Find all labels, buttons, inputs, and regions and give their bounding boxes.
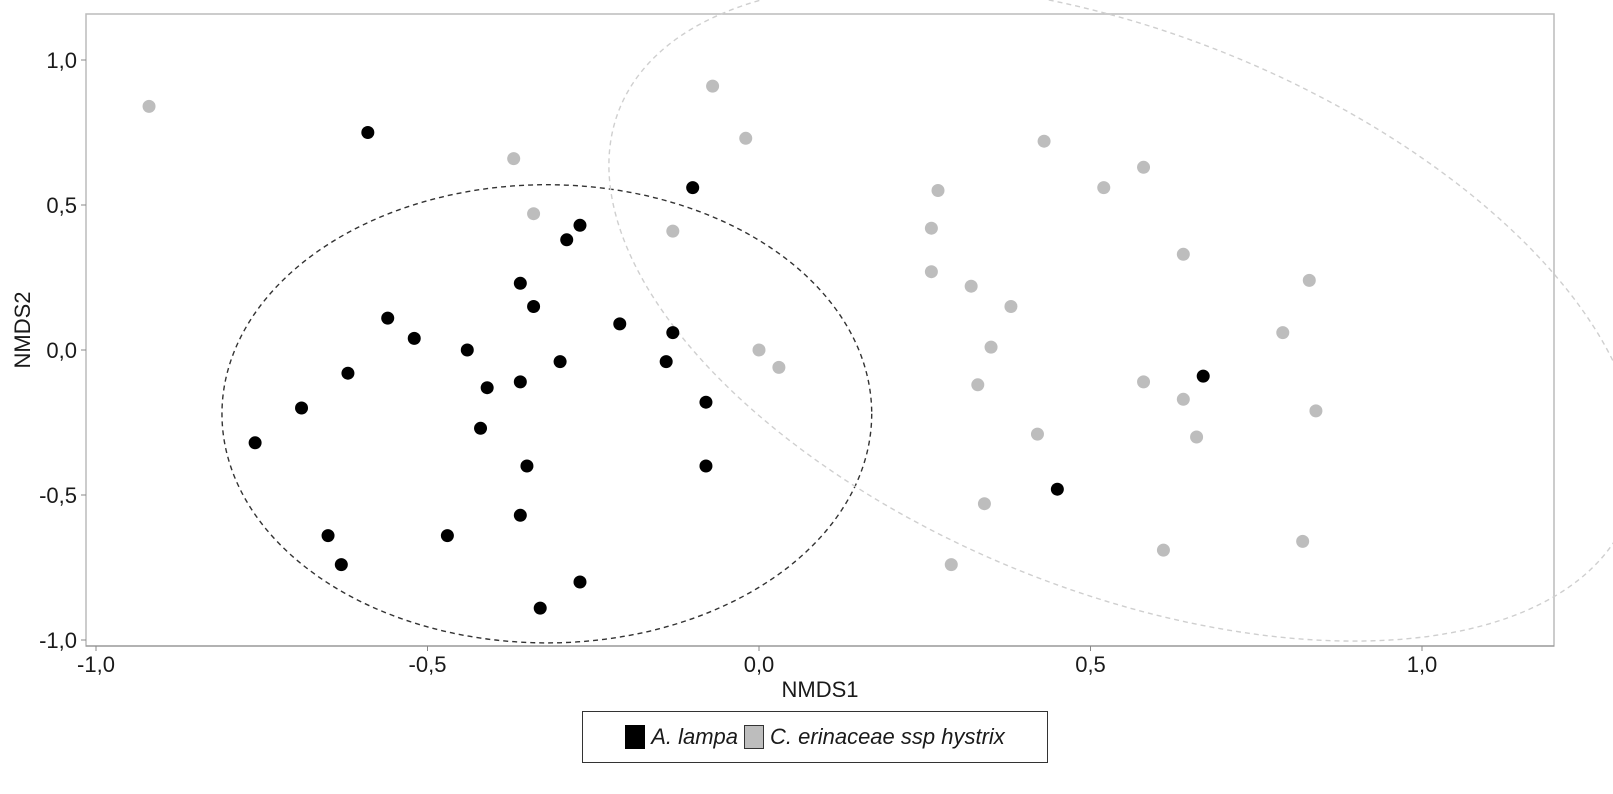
x-tick-label: -0,5 xyxy=(409,652,447,677)
y-axis-title: NMDS2 xyxy=(10,291,35,368)
data-point xyxy=(1137,375,1151,389)
data-point xyxy=(1156,543,1170,557)
data-point xyxy=(381,311,395,325)
data-point xyxy=(513,508,527,522)
data-point xyxy=(1030,427,1044,441)
legend-label-c-erinaceae: C. erinaceae ssp hystrix xyxy=(770,724,1005,749)
data-point xyxy=(527,300,541,313)
data-point xyxy=(1190,430,1204,444)
data-point xyxy=(407,331,421,345)
data-point xyxy=(480,381,494,395)
y-tick-label: -0,5 xyxy=(39,483,77,508)
legend-swatch-c-erinaceae xyxy=(744,725,765,749)
legend-swatch-a-lampa xyxy=(625,725,646,749)
y-tick-label: 0,0 xyxy=(46,338,77,363)
data-point xyxy=(1050,482,1064,496)
x-axis: -1,0 -0,5 0,0 0,5 1,0 xyxy=(77,645,1554,677)
x-tick-label: 0,5 xyxy=(1075,652,1106,677)
data-point xyxy=(553,355,567,369)
data-point xyxy=(1302,273,1316,287)
data-point xyxy=(772,360,786,374)
y-tick-label: 0,5 xyxy=(46,193,77,218)
data-point xyxy=(142,99,156,113)
data-point xyxy=(321,529,335,543)
ellipse-series-0 xyxy=(221,183,873,644)
data-point xyxy=(944,558,958,572)
data-point xyxy=(659,355,673,369)
data-point xyxy=(924,221,938,235)
ellipse-series-1 xyxy=(608,0,1613,642)
data-point xyxy=(1037,134,1051,148)
data-point xyxy=(931,184,945,197)
data-point xyxy=(1097,181,1111,195)
x-tick-label: -1,0 xyxy=(77,652,115,677)
data-point xyxy=(295,401,309,415)
data-point xyxy=(341,366,355,380)
data-point xyxy=(560,233,574,247)
confidence-ellipses xyxy=(221,0,1613,644)
data-point xyxy=(924,265,938,279)
legend: A. lampa C. erinaceae ssp hystrix xyxy=(582,711,1048,763)
data-point xyxy=(739,131,753,145)
data-point xyxy=(520,459,534,473)
data-point xyxy=(1309,404,1323,418)
data-point xyxy=(1276,326,1290,340)
data-point xyxy=(964,279,978,293)
data-point xyxy=(1176,392,1190,406)
x-tick-label: 0,0 xyxy=(744,652,775,677)
data-point xyxy=(613,317,627,331)
data-point xyxy=(573,575,587,589)
data-point xyxy=(699,459,713,473)
y-tick-label: 1,0 xyxy=(46,48,77,73)
data-point xyxy=(334,558,348,572)
data-point xyxy=(1296,534,1310,548)
x-axis-title: NMDS1 xyxy=(781,677,858,702)
data-point xyxy=(977,497,991,511)
data-point xyxy=(706,79,720,93)
data-point xyxy=(1004,300,1018,313)
legend-item-c-erinaceae: C. erinaceae ssp hystrix xyxy=(744,724,1005,750)
data-points xyxy=(142,79,1323,615)
data-point xyxy=(686,181,700,195)
data-point xyxy=(752,343,766,357)
data-point xyxy=(460,343,474,357)
y-tick-label: -1,0 xyxy=(39,628,77,653)
legend-item-a-lampa: A. lampa xyxy=(625,724,738,750)
data-point xyxy=(527,207,541,221)
data-point xyxy=(533,601,547,615)
legend-label-a-lampa: A. lampa xyxy=(651,724,739,749)
data-point xyxy=(699,395,713,409)
data-point xyxy=(513,375,527,389)
y-axis: -1,0 -0,5 0,0 0,5 1,0 xyxy=(39,48,86,653)
data-point xyxy=(248,436,262,450)
data-point xyxy=(666,326,680,340)
data-point xyxy=(984,340,998,354)
data-point xyxy=(361,126,375,139)
data-point xyxy=(1196,369,1210,383)
x-tick-label: 1,0 xyxy=(1407,652,1438,677)
data-point xyxy=(666,224,680,238)
data-point xyxy=(1176,247,1190,261)
data-point xyxy=(440,529,454,543)
data-point xyxy=(1137,160,1151,174)
data-point xyxy=(513,276,527,290)
data-point xyxy=(573,218,587,232)
data-point xyxy=(474,421,488,435)
plot-panel xyxy=(85,13,1555,647)
data-point xyxy=(507,152,521,166)
data-point xyxy=(971,378,985,392)
